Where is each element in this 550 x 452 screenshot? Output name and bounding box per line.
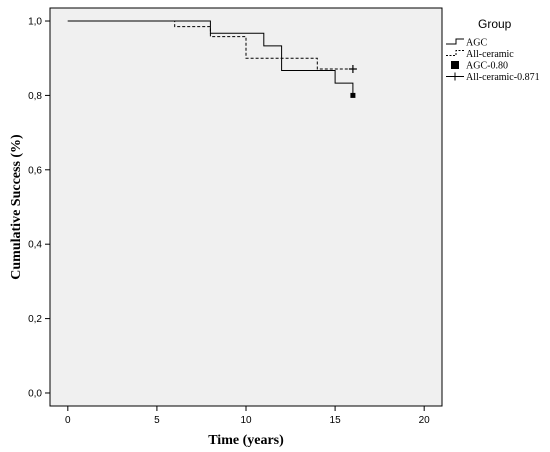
legend-square-icon [451,61,459,69]
plot-area [49,7,443,407]
legend-entry: All-ceramic [446,49,514,60]
x-tick-label: 5 [154,415,160,426]
legend-label: All-ceramic-0.871 [466,72,540,83]
x-axis-title: Time (years) [208,433,284,448]
end-marker-square [350,92,356,98]
y-tick-label: 0,0 [28,388,42,399]
series-line-all-ceramic [67,20,353,70]
x-tick-label: 10 [240,415,252,426]
x-tick-label: 0 [65,415,71,426]
x-axis: 0 5 10 15 20 [65,406,430,426]
legend-label: AGC [466,38,487,49]
legend-entry: All-ceramic-0.871 [446,72,540,83]
legend-plus-icon [446,72,464,81]
legend-entry: AGC-0.80 [451,61,508,72]
y-axis-title: Cumulative Success (%) [9,134,24,280]
legend-label: AGC-0.80 [466,61,508,72]
legend-line-icon [446,50,464,56]
y-tick-label: 0,6 [28,165,42,176]
legend: Group AGCAll-ceramicAGC-0.80All-ceramic-… [446,17,540,83]
y-tick-label: 1,0 [28,17,42,28]
legend-title: Group [478,17,512,31]
end-marker-plus [348,65,357,74]
legend-line-icon [446,38,464,45]
censor-layer [348,65,357,98]
series-layer [67,20,354,96]
y-tick-label: 0,8 [28,91,42,102]
legend-entry: AGC [446,38,487,49]
x-tick-label: 15 [330,415,342,426]
y-axis: 0,0 0,2 0,4 0,6 0,8 1,0 [28,17,50,399]
legend-label: All-ceramic [466,49,514,60]
y-tick-label: 0,4 [28,240,42,251]
y-tick-label: 0,2 [28,314,42,325]
x-tick-label: 20 [419,415,431,426]
